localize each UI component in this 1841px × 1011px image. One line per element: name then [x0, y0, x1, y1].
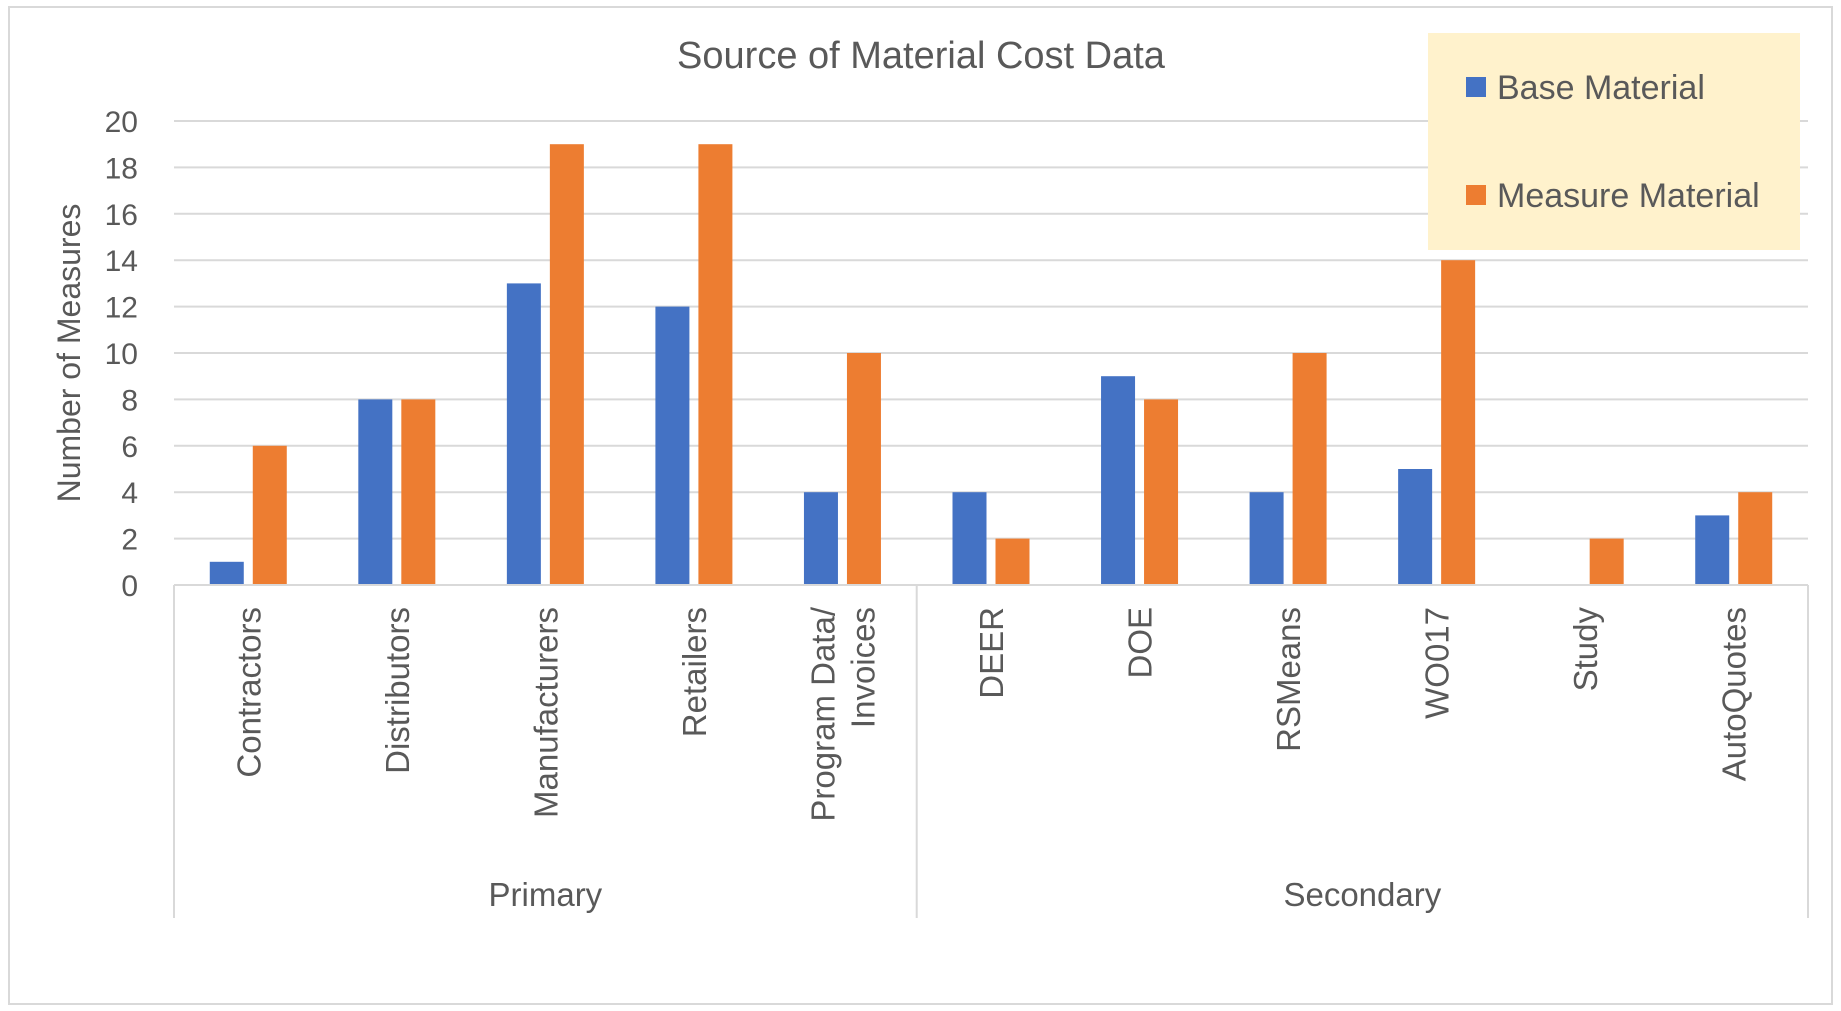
x-tick-label: Invoices — [844, 607, 881, 728]
bar-base-material — [1101, 376, 1136, 585]
x-tick-label: DEER — [973, 607, 1010, 699]
group-label: Primary — [489, 876, 603, 913]
x-tick-label: Manufacturers — [527, 607, 564, 818]
y-tick-label: 14 — [105, 245, 138, 278]
bar-base-material — [358, 399, 393, 585]
x-tick-label: AutoQuotes — [1716, 607, 1753, 781]
legend-swatch — [1466, 185, 1486, 205]
y-tick-label: 8 — [121, 384, 138, 417]
y-tick-label: 12 — [105, 292, 138, 325]
chart-title: Source of Material Cost Data — [677, 35, 1166, 77]
x-tick-label: Study — [1567, 607, 1604, 692]
y-tick-label: 16 — [105, 199, 138, 232]
x-tick-label: Distributors — [379, 607, 416, 774]
bar-measure-material — [846, 353, 881, 585]
x-tick-label: WO017 — [1419, 607, 1456, 719]
bar-base-material — [1695, 515, 1730, 585]
bar-base-material — [952, 492, 987, 585]
y-tick-label: 18 — [105, 152, 138, 185]
bar-measure-material — [549, 144, 584, 585]
legend-label: Measure Material — [1497, 177, 1760, 215]
y-tick-label: 4 — [121, 477, 138, 510]
bar-measure-material — [1292, 353, 1327, 585]
bar-measure-material — [401, 399, 436, 585]
y-axis-ticks: 0 2 4 6 8 10 12 14 16 18 20 — [105, 106, 138, 603]
y-tick-label: 2 — [121, 524, 138, 557]
y-axis-title: Number of Measures — [51, 204, 87, 503]
bar-measure-material — [1589, 538, 1624, 585]
x-tick-label: Contractors — [230, 607, 267, 778]
y-tick-label: 10 — [105, 338, 138, 371]
y-tick-label: 6 — [121, 431, 138, 464]
legend-swatch — [1466, 77, 1486, 97]
bar-base-material — [209, 561, 244, 585]
bars — [209, 144, 1773, 585]
bar-measure-material — [1738, 492, 1773, 585]
bar-base-material — [803, 492, 838, 585]
legend-label: Base Material — [1497, 69, 1705, 107]
x-tick-label: Program Data/ — [804, 606, 841, 821]
x-axis: Contractors Distributors Manufacturers Reta… — [173, 584, 1809, 918]
x-tick-label: DOE — [1122, 607, 1159, 679]
bar-measure-material — [252, 445, 287, 585]
x-tick-label: RSMeans — [1270, 607, 1307, 752]
legend: Base Material Measure Material — [1428, 33, 1800, 250]
y-tick-label: 0 — [121, 570, 138, 603]
group-label: Secondary — [1283, 876, 1441, 913]
bar-measure-material — [698, 144, 733, 585]
bar-base-material — [1398, 469, 1433, 585]
bar-base-material — [655, 306, 690, 585]
bar-base-material — [1249, 492, 1284, 585]
y-tick-label: 20 — [105, 106, 138, 139]
bar-measure-material — [1144, 399, 1179, 585]
bar-measure-material — [995, 538, 1030, 585]
bar-base-material — [506, 283, 541, 585]
x-tick-label: Retailers — [676, 607, 713, 737]
bar-measure-material — [1441, 260, 1476, 585]
legend-background — [1428, 33, 1800, 250]
